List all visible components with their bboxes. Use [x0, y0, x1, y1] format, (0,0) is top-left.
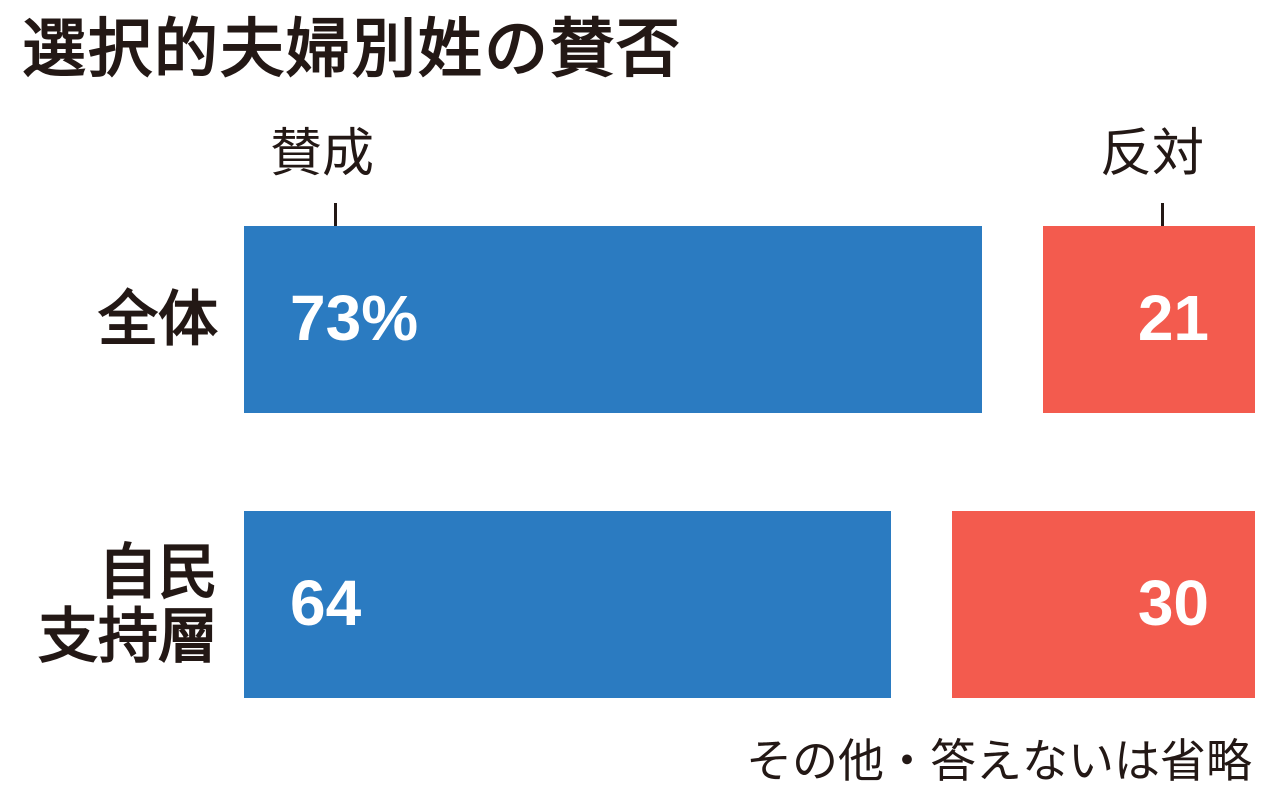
value-label-approve-ldp-supporters: 64 [290, 566, 362, 639]
legend-approve: 賛成 [270, 124, 375, 184]
bar-approve-all [244, 226, 983, 413]
legend-oppose: 反対 [1100, 124, 1205, 184]
value-label-oppose-ldp-supporters: 30 [1137, 566, 1209, 639]
bar-approve-ldp-supporters [244, 511, 892, 698]
legend-oppose-tick [1161, 203, 1164, 237]
category-label-all: 全体 [98, 284, 218, 355]
bar-oppose-ldp-supporters [951, 511, 1255, 698]
category-label-ldp-supporters: 自民 支持層 [38, 537, 218, 673]
value-label-oppose-all: 21 [1137, 281, 1209, 354]
chart-title: 選択的夫婦別姓の賛否 [22, 13, 682, 87]
footnote: その他・答えないは省略 [746, 734, 1252, 788]
bar-oppose-all [1042, 226, 1255, 413]
value-label-approve-all: 73% [290, 281, 419, 354]
legend-approve-tick [334, 203, 337, 237]
